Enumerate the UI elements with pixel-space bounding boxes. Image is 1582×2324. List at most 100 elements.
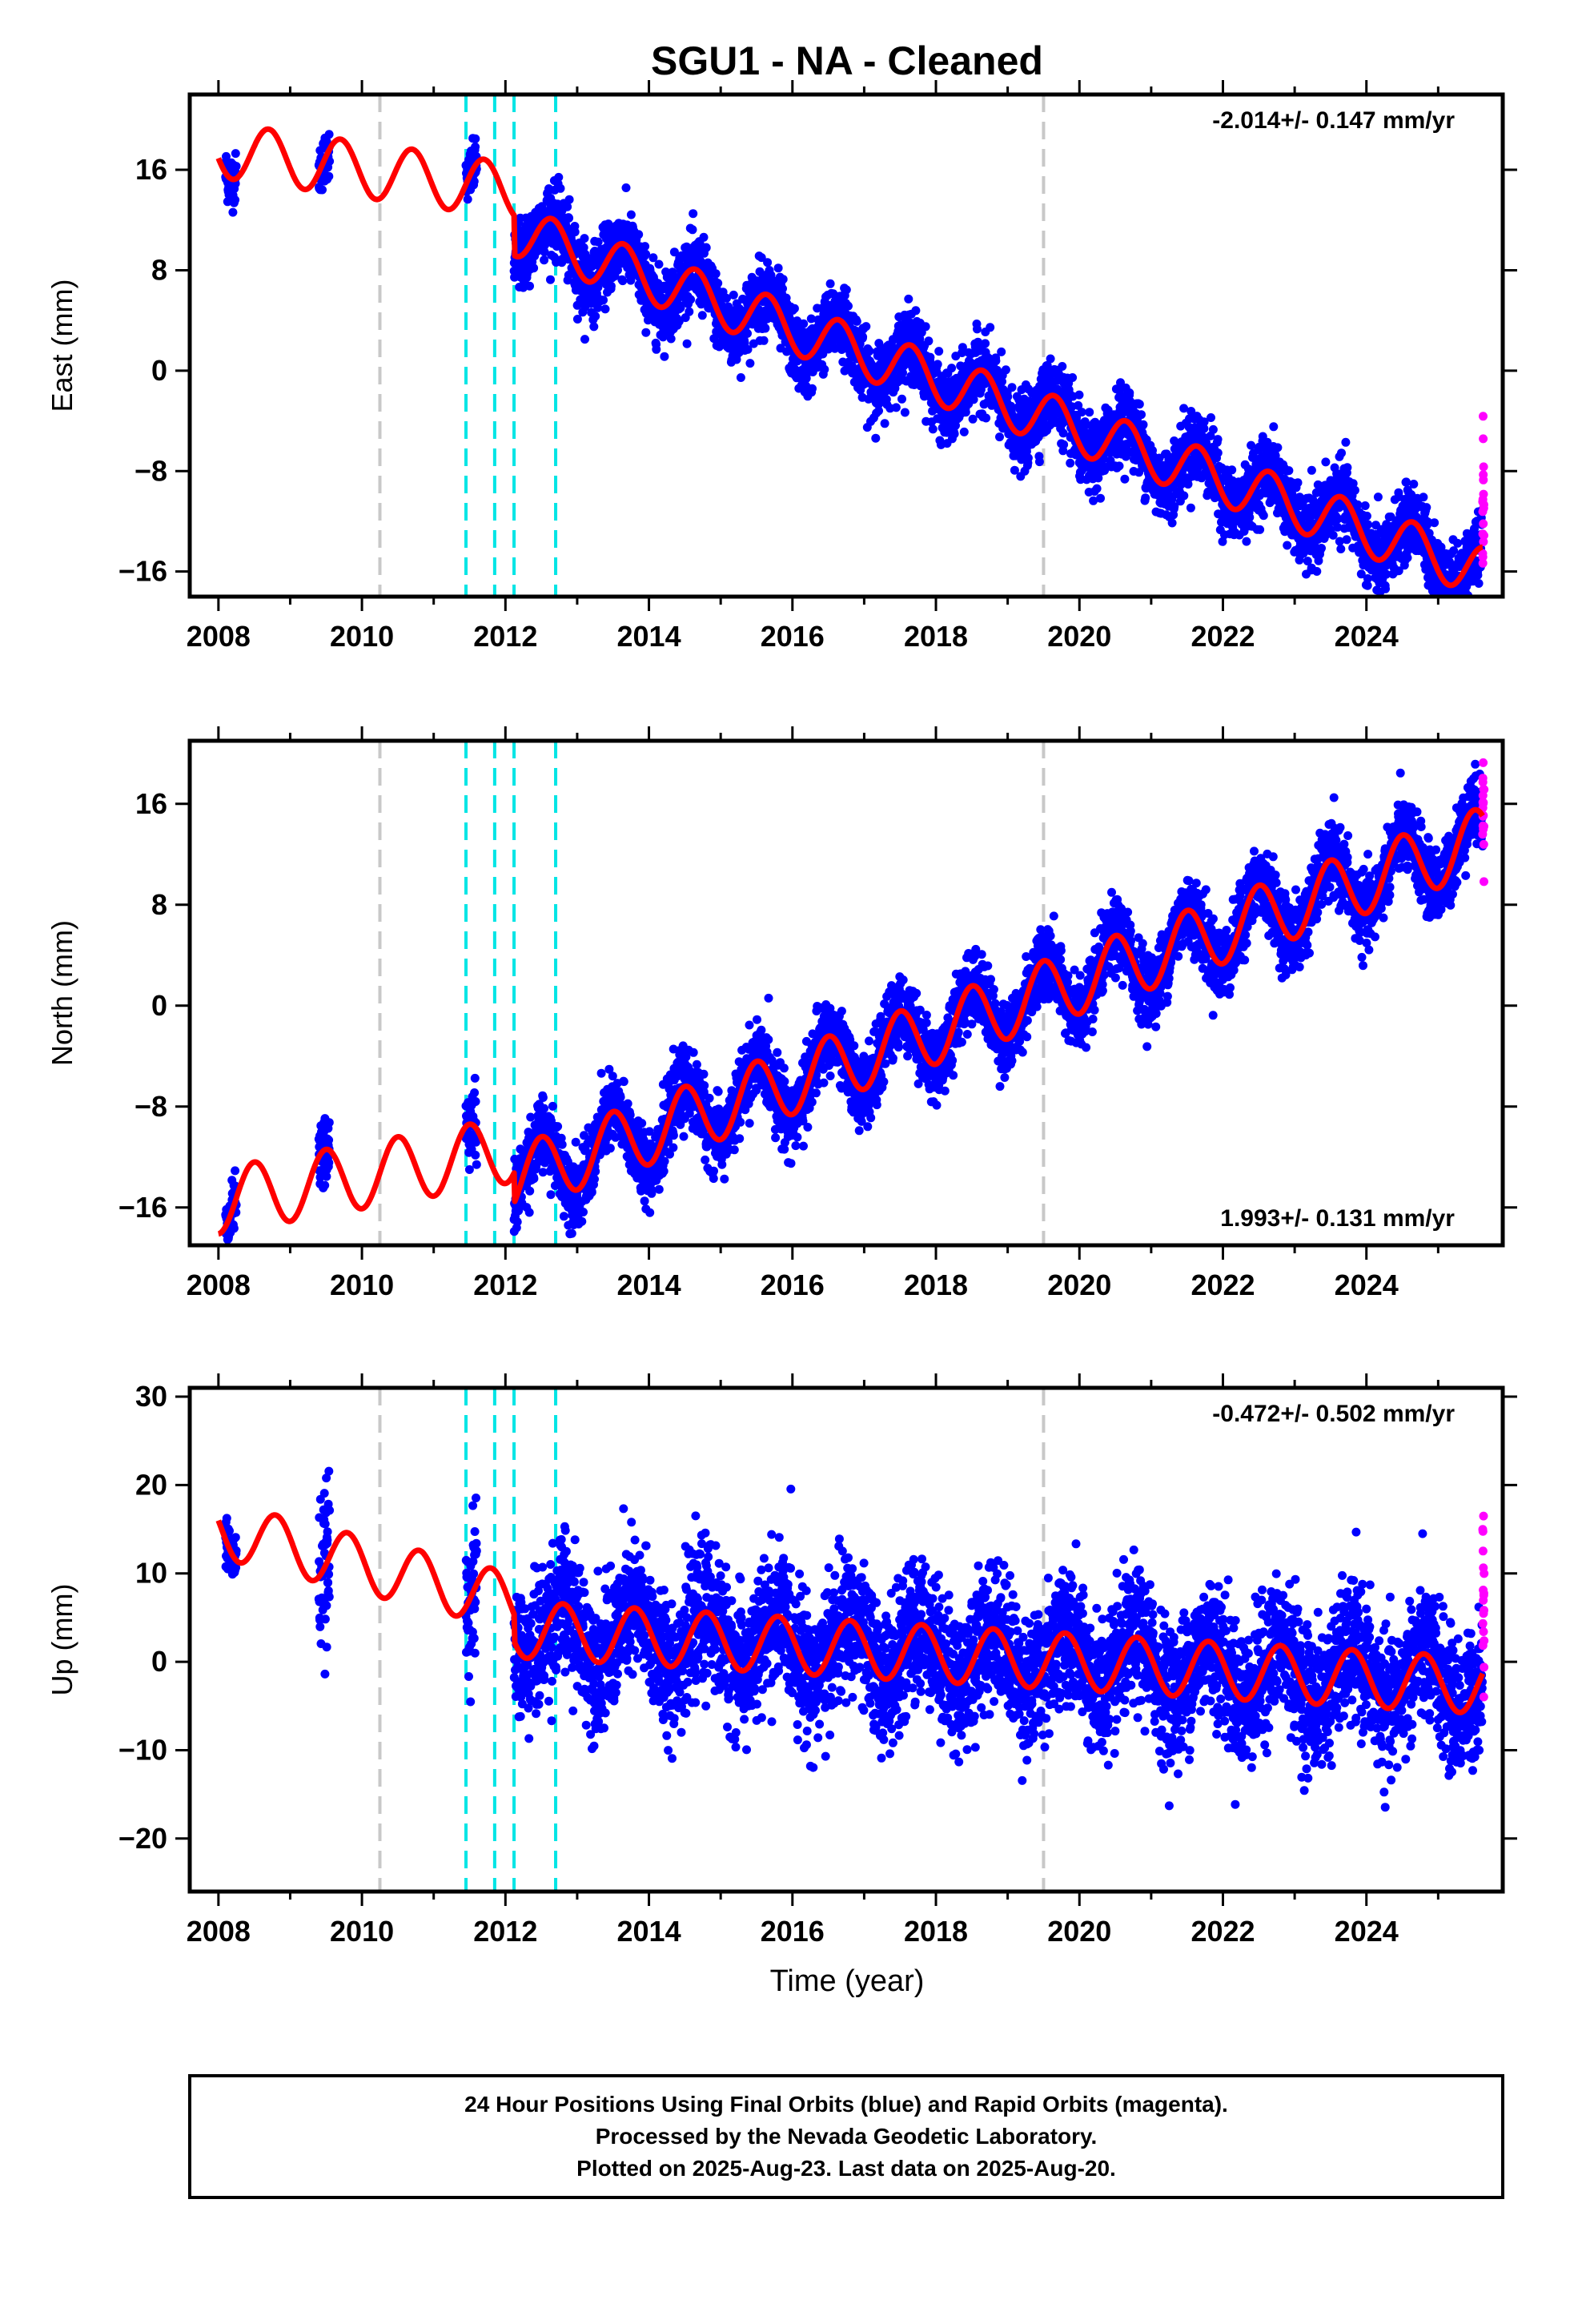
final-orbit-point bbox=[570, 227, 580, 237]
final-orbit-point bbox=[778, 283, 787, 293]
final-orbit-point bbox=[648, 253, 658, 263]
final-orbit-point bbox=[950, 429, 959, 439]
final-orbit-point bbox=[924, 336, 934, 346]
final-orbit-point bbox=[1074, 390, 1084, 400]
final-orbit-point bbox=[1453, 538, 1463, 548]
final-orbit-point bbox=[722, 293, 731, 303]
final-orbit-point bbox=[981, 339, 990, 348]
final-orbit-point bbox=[1034, 457, 1044, 467]
final-orbit-point bbox=[1003, 392, 1013, 401]
final-orbit-point bbox=[1293, 478, 1303, 488]
final-orbit-point bbox=[1269, 422, 1279, 432]
final-orbit-point bbox=[689, 209, 698, 219]
final-orbit-point bbox=[763, 258, 773, 267]
final-orbit-point bbox=[471, 134, 480, 143]
final-orbit-point bbox=[1213, 448, 1223, 457]
final-orbit-point bbox=[1125, 388, 1134, 397]
final-orbit-point bbox=[1134, 400, 1144, 409]
final-orbit-point bbox=[1001, 365, 1010, 375]
final-orbit-point bbox=[759, 336, 769, 345]
east-panel: 2008 2010 2012 2014 2016 2018 2020 2022 2024−16−… bbox=[46, 80, 1517, 653]
final-orbit-point bbox=[600, 304, 610, 314]
final-orbit-point bbox=[928, 424, 938, 434]
final-orbit-point bbox=[579, 243, 588, 252]
final-orbit-point bbox=[546, 275, 555, 284]
final-orbit-point bbox=[674, 316, 684, 326]
final-orbit-point bbox=[959, 427, 969, 436]
final-orbit-point bbox=[820, 364, 829, 374]
final-orbit-point bbox=[874, 406, 883, 416]
final-orbit-point bbox=[589, 322, 599, 332]
final-orbit-point bbox=[1179, 491, 1189, 501]
final-orbit-point bbox=[626, 210, 636, 219]
final-orbit-point bbox=[1186, 503, 1195, 513]
final-orbit-point bbox=[593, 237, 603, 247]
final-orbit-point bbox=[745, 359, 755, 368]
final-orbit-point bbox=[626, 275, 636, 285]
final-orbit-point bbox=[223, 197, 232, 207]
final-orbit-point bbox=[554, 172, 564, 182]
final-orbit-point bbox=[556, 183, 565, 193]
final-orbit-point bbox=[525, 281, 534, 291]
final-orbit-point bbox=[711, 269, 721, 279]
final-orbit-point bbox=[1430, 518, 1439, 528]
final-orbit-point bbox=[634, 230, 644, 239]
final-orbit-point bbox=[729, 290, 738, 300]
final-orbit-point bbox=[825, 279, 835, 288]
final-orbit-point bbox=[1307, 465, 1316, 475]
final-orbit-point bbox=[231, 149, 240, 159]
final-orbit-point bbox=[947, 364, 957, 373]
final-orbit-point bbox=[1077, 408, 1086, 417]
final-orbit-point bbox=[1273, 443, 1283, 452]
final-orbit-point bbox=[641, 249, 651, 259]
final-orbit-point bbox=[1208, 424, 1218, 434]
final-orbit-point bbox=[761, 324, 770, 333]
final-orbit-point bbox=[973, 324, 982, 334]
final-orbit-point bbox=[654, 259, 664, 269]
final-orbit-point bbox=[858, 332, 868, 342]
final-orbit-point bbox=[1227, 465, 1237, 475]
final-orbit-point bbox=[1341, 437, 1351, 447]
final-orbit-point bbox=[572, 315, 582, 324]
figure-title: SGU1 - NA - Cleaned bbox=[651, 38, 1043, 83]
final-orbit-point bbox=[1007, 383, 1017, 392]
final-orbit-point bbox=[934, 347, 944, 356]
final-orbit-point bbox=[841, 285, 851, 295]
final-orbit-point bbox=[1402, 477, 1411, 487]
final-orbit-point bbox=[660, 352, 669, 361]
final-orbit-point bbox=[641, 328, 651, 337]
final-orbit-point bbox=[1092, 484, 1102, 493]
final-orbit-point bbox=[618, 276, 628, 286]
plot-area bbox=[215, 94, 1488, 597]
final-orbit-point bbox=[606, 281, 616, 291]
final-orbit-point bbox=[1213, 435, 1223, 444]
final-orbit-point bbox=[668, 267, 677, 277]
final-orbit-point bbox=[1363, 574, 1372, 583]
final-orbit-point bbox=[904, 294, 913, 304]
final-orbit-point bbox=[861, 322, 871, 332]
final-orbit-point bbox=[743, 328, 752, 338]
final-orbit-point bbox=[1085, 408, 1094, 417]
final-orbit-point bbox=[685, 307, 694, 316]
final-orbit-point bbox=[1207, 413, 1215, 422]
final-orbit-point bbox=[564, 195, 574, 204]
final-orbit-point bbox=[701, 243, 711, 252]
final-orbit-point bbox=[699, 232, 709, 242]
final-orbit-point bbox=[564, 213, 574, 223]
final-orbit-point bbox=[591, 312, 600, 321]
final-orbit-point bbox=[789, 304, 799, 313]
final-orbit-point bbox=[540, 247, 549, 257]
final-orbit-point bbox=[808, 384, 817, 393]
final-orbit-point bbox=[1066, 458, 1075, 468]
final-orbit-point bbox=[1242, 537, 1251, 546]
final-orbit-point bbox=[799, 319, 809, 328]
final-orbit-point bbox=[1059, 440, 1069, 449]
final-orbit-point bbox=[1337, 448, 1346, 458]
final-orbit-point bbox=[1023, 453, 1033, 463]
final-orbit-point bbox=[231, 162, 241, 171]
final-orbit-point bbox=[1046, 354, 1055, 364]
final-orbit-point bbox=[1363, 520, 1373, 529]
final-orbit-point bbox=[1068, 373, 1078, 382]
final-orbit-point bbox=[688, 225, 697, 235]
